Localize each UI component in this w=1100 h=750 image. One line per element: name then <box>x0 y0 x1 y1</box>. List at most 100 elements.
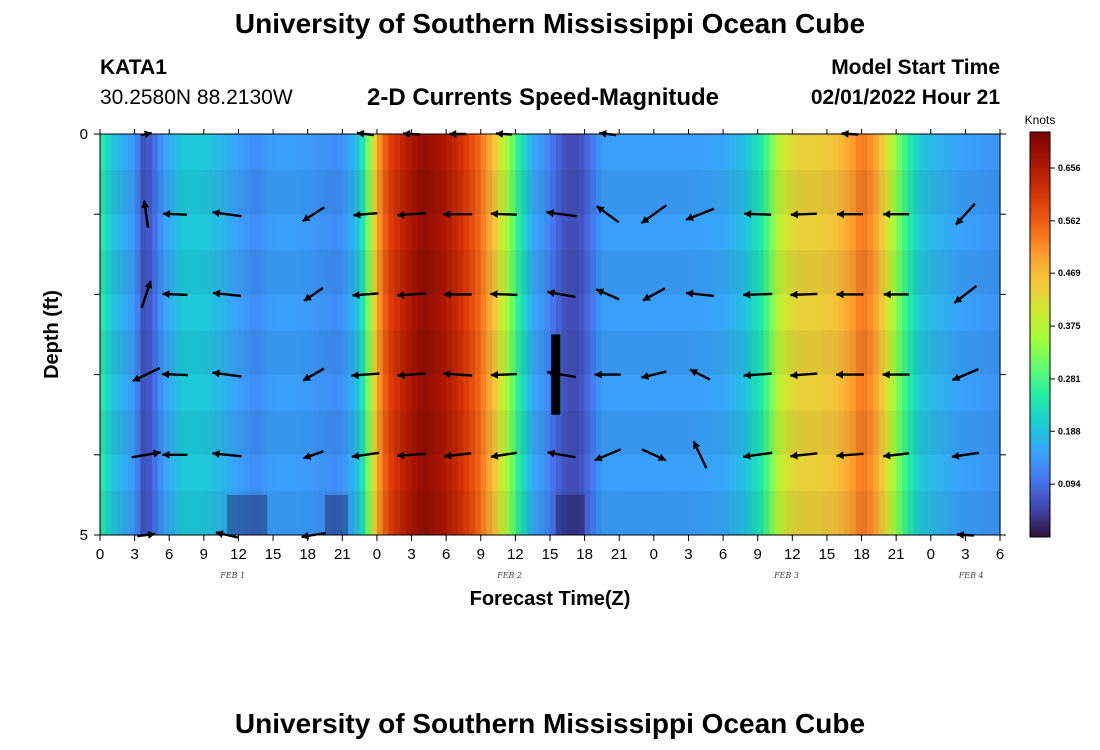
current-vector <box>396 210 427 219</box>
vector-arrowhead <box>490 370 498 379</box>
heatmap-cell <box>826 134 834 535</box>
heatmap-cell <box>809 134 816 535</box>
depth-band-shade <box>100 250 1000 295</box>
x-tick-label: 18 <box>299 546 316 563</box>
current-vector <box>685 207 715 221</box>
heatmap-cell <box>382 134 390 535</box>
heatmap-cell <box>642 134 649 535</box>
heatmap-cell <box>700 134 707 535</box>
heatmap-cell <box>584 134 591 535</box>
heatmap-cell <box>625 134 632 535</box>
vector-arrowhead <box>303 293 312 301</box>
current-vector <box>351 451 380 460</box>
current-vector <box>595 205 620 224</box>
vector-arrowhead <box>162 450 170 459</box>
heatmap-cell <box>428 134 436 535</box>
x-tick-label: 3 <box>961 546 969 563</box>
current-vector <box>444 451 472 460</box>
vector-arrowhead <box>351 451 360 460</box>
heatmap-cell <box>134 134 141 535</box>
current-vectors <box>131 129 980 540</box>
vector-arrowhead <box>547 449 556 458</box>
heatmap-cell <box>607 134 615 535</box>
current-vector <box>352 290 379 299</box>
model-start-label: Model Start Time <box>831 56 1000 79</box>
vector-arrowhead <box>144 280 153 289</box>
x-tick-label: 15 <box>265 546 282 563</box>
current-vector <box>212 289 242 298</box>
x-tick-label: 15 <box>542 546 559 563</box>
heatmap-cell <box>913 134 920 535</box>
vector-arrowhead <box>302 214 311 222</box>
current-vector <box>397 371 426 380</box>
heatmap-cell <box>503 134 511 535</box>
current-vector <box>951 367 979 382</box>
vector-arrowhead <box>790 210 798 219</box>
vector-arrowhead <box>443 210 451 219</box>
vector-arrowhead <box>212 450 220 458</box>
heatmap-cell <box>630 134 638 535</box>
current-vector <box>212 369 242 378</box>
heatmap-cell <box>746 134 753 535</box>
heatmap-cell <box>925 134 932 535</box>
depth-band-shade <box>100 410 1000 455</box>
x-tick-label: 18 <box>576 546 593 563</box>
heatmap-cell <box>307 134 315 535</box>
heatmap-cell <box>359 134 366 535</box>
vector-arrowhead <box>596 206 605 214</box>
current-vector <box>302 367 325 382</box>
heatmap-cell <box>532 134 540 535</box>
heatmap-cell <box>451 134 459 535</box>
heatmap-cell <box>238 134 245 535</box>
vector-arrowhead <box>954 295 963 303</box>
heatmap-cell <box>123 134 130 535</box>
day-label: FEB 2 <box>496 571 522 580</box>
heatmap-cell <box>215 134 222 535</box>
heatmap-cell <box>400 134 407 535</box>
heatmap-cell <box>803 134 811 535</box>
current-vector <box>353 210 378 219</box>
heatmap-cell <box>590 134 597 535</box>
heatmap-cell <box>890 134 897 535</box>
current-vector <box>162 209 188 218</box>
colorbar-tick-label: 0.281 <box>1058 374 1081 384</box>
colorbar-tick-label: 0.656 <box>1058 163 1081 173</box>
x-tick-label: 3 <box>684 546 692 563</box>
heatmap-cell <box>267 134 274 535</box>
vector-arrowhead <box>353 210 361 219</box>
heatmap-cell <box>728 134 736 535</box>
vector-arrowhead <box>397 451 405 460</box>
x-tick-label: 0 <box>373 546 381 563</box>
current-vector <box>954 202 976 226</box>
chart-title: University of Southern Mississippi Ocean… <box>234 8 866 39</box>
colorbar-tick-label: 0.375 <box>1058 321 1081 331</box>
x-tick-label: 9 <box>200 546 208 563</box>
x-tick-label: 12 <box>784 546 801 563</box>
heatmap-cell <box>705 134 713 535</box>
current-vector <box>744 209 772 218</box>
current-vector <box>882 370 910 379</box>
heatmap-cell <box>301 134 309 535</box>
heatmap-cell <box>313 134 320 535</box>
vector-arrowhead <box>692 441 701 450</box>
heatmap-cell <box>838 134 845 535</box>
x-tick-label: 6 <box>165 546 173 563</box>
heatmap-cell <box>867 134 874 535</box>
heatmap-cell <box>296 134 303 535</box>
heatmap-cell <box>209 134 216 535</box>
vector-arrowhead <box>743 290 751 299</box>
heatmap-cell <box>146 134 153 535</box>
heatmap-cell <box>994 134 1001 535</box>
current-vector <box>640 204 668 225</box>
heatmap-cell <box>959 134 966 535</box>
heatmap-cell <box>942 134 949 535</box>
heatmap-cell <box>648 134 655 535</box>
heatmap-cell <box>250 134 257 535</box>
heatmap-cell <box>394 134 401 535</box>
heatmap-cell <box>509 134 516 535</box>
heatmap-cell <box>232 134 240 535</box>
vector-arrowhead <box>596 288 605 296</box>
heatmap-cell <box>192 134 199 535</box>
heatmap-cell <box>901 134 909 535</box>
weak-current-patch <box>555 494 585 535</box>
